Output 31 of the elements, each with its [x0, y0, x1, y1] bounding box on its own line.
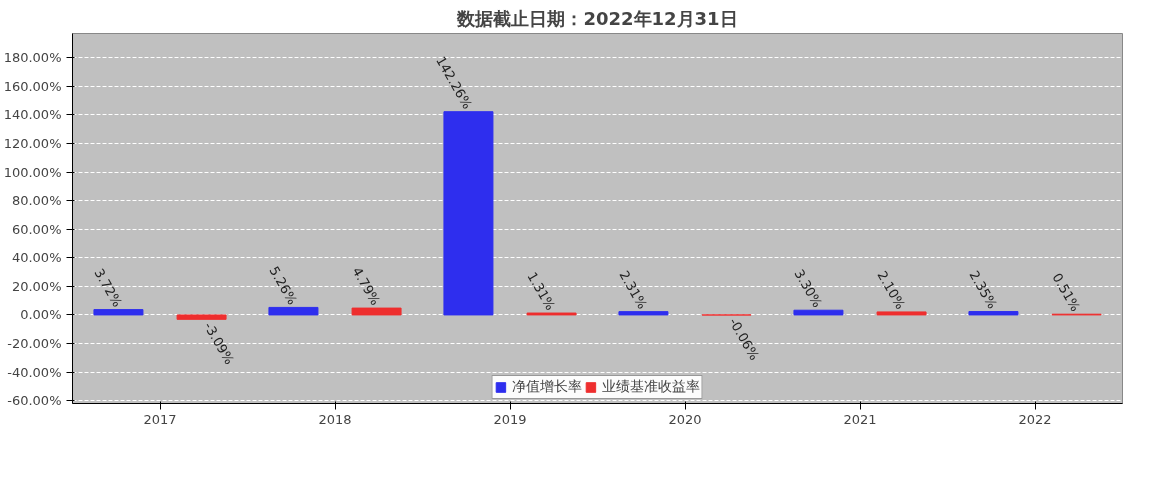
bar — [443, 111, 494, 316]
legend-label: 业绩基准收益率 — [601, 378, 700, 396]
y-tick-label: -20.00% — [7, 336, 62, 351]
bar — [968, 311, 1019, 316]
y-tick-label: 40.00% — [11, 250, 62, 266]
bar — [176, 314, 227, 320]
y-tick-label: -40.00% — [7, 364, 62, 380]
y-tick-label: 0.00% — [20, 307, 62, 323]
y-tick-label: 180.00% — [3, 50, 62, 66]
y-tick-label: 140.00% — [3, 107, 62, 123]
x-tick-label: 2022 — [1018, 411, 1052, 427]
legend-label: 净值增长率 — [511, 378, 582, 396]
bar — [876, 311, 927, 316]
y-tick-label: 160.00% — [3, 78, 62, 94]
y-tick-label: -60.00% — [7, 393, 62, 409]
y-tick-label: 20.00% — [11, 278, 62, 294]
y-tick-label: 100.00% — [3, 164, 62, 180]
y-tick-label: 80.00% — [11, 193, 62, 209]
bar — [93, 309, 144, 316]
y-tick-label: 60.00% — [11, 221, 62, 237]
x-tick-label: 2017 — [143, 411, 177, 427]
x-tick-label: 2020 — [668, 411, 702, 427]
x-tick-label: 2018 — [318, 411, 352, 427]
bar — [618, 311, 669, 316]
x-tick-label: 2021 — [843, 411, 877, 427]
chart-title: 数据截止日期：2022年12月31日 — [456, 7, 738, 29]
bar — [793, 309, 844, 316]
bar — [268, 306, 319, 316]
y-tick-label: 120.00% — [3, 136, 62, 151]
x-tick-label: 2019 — [493, 411, 527, 427]
bar — [351, 307, 402, 316]
